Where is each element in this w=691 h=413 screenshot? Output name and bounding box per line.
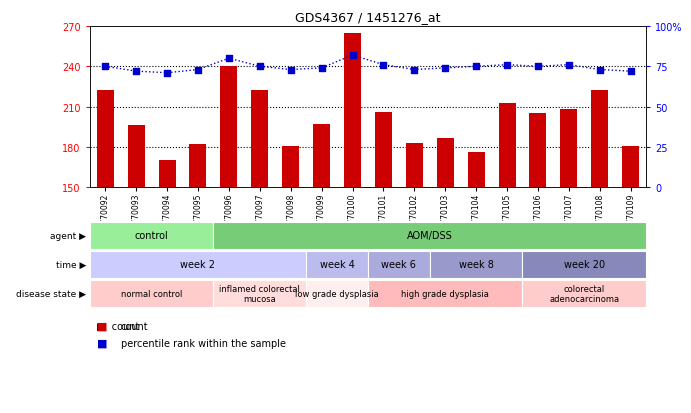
Bar <box>306 251 368 278</box>
Bar <box>90 222 214 249</box>
Text: colorectal
adenocarcinoma: colorectal adenocarcinoma <box>549 284 619 303</box>
Point <box>285 67 296 74</box>
Bar <box>214 280 306 307</box>
Text: normal control: normal control <box>121 289 182 298</box>
Point <box>316 65 327 72</box>
Text: agent ▶: agent ▶ <box>50 231 86 240</box>
Text: percentile rank within the sample: percentile rank within the sample <box>121 338 286 348</box>
Text: control: control <box>135 231 169 241</box>
Point <box>439 65 451 72</box>
Bar <box>128 126 144 188</box>
Bar <box>252 91 268 188</box>
Point <box>378 62 389 69</box>
Point <box>254 64 265 70</box>
Text: inflamed colorectal
mucosa: inflamed colorectal mucosa <box>219 284 300 303</box>
Text: count: count <box>121 321 149 331</box>
Bar <box>522 280 646 307</box>
Text: week 4: week 4 <box>320 260 354 270</box>
Point <box>100 64 111 70</box>
Point <box>625 69 636 75</box>
Point <box>162 70 173 77</box>
Point <box>471 64 482 70</box>
Bar <box>406 144 423 188</box>
Bar <box>282 146 299 188</box>
Text: ■  count: ■ count <box>90 321 139 331</box>
Bar <box>189 145 207 188</box>
Text: ■: ■ <box>90 338 107 348</box>
Bar <box>313 125 330 188</box>
Bar <box>159 161 176 188</box>
Bar <box>560 110 577 188</box>
Title: GDS4367 / 1451276_at: GDS4367 / 1451276_at <box>295 11 441 24</box>
Bar <box>90 251 306 278</box>
Bar <box>430 251 522 278</box>
Text: disease state ▶: disease state ▶ <box>17 289 86 298</box>
Bar <box>220 67 238 188</box>
Text: high grade dysplasia: high grade dysplasia <box>401 289 489 298</box>
Point <box>594 67 605 74</box>
Text: week 2: week 2 <box>180 260 216 270</box>
Bar <box>591 91 608 188</box>
Text: ■: ■ <box>90 321 107 331</box>
Bar <box>498 103 515 188</box>
Text: week 6: week 6 <box>381 260 416 270</box>
Text: week 20: week 20 <box>564 260 605 270</box>
Text: AOM/DSS: AOM/DSS <box>407 231 453 241</box>
Bar <box>437 138 454 188</box>
Bar <box>90 280 214 307</box>
Text: time ▶: time ▶ <box>56 260 86 269</box>
Bar <box>375 113 392 188</box>
Point <box>347 52 358 59</box>
Bar <box>529 114 547 188</box>
Point <box>502 62 513 69</box>
Bar <box>97 91 114 188</box>
Bar <box>522 251 646 278</box>
Bar <box>214 222 646 249</box>
Point <box>193 67 204 74</box>
Bar <box>344 33 361 188</box>
Point <box>131 69 142 75</box>
Bar <box>368 280 522 307</box>
Point <box>563 62 574 69</box>
Point <box>223 56 234 62</box>
Point <box>532 64 543 70</box>
Text: week 8: week 8 <box>459 260 493 270</box>
Point <box>409 67 420 74</box>
Text: low grade dysplasia: low grade dysplasia <box>295 289 379 298</box>
Bar <box>368 251 430 278</box>
Bar <box>468 153 484 188</box>
Bar <box>622 146 639 188</box>
Bar <box>306 280 368 307</box>
